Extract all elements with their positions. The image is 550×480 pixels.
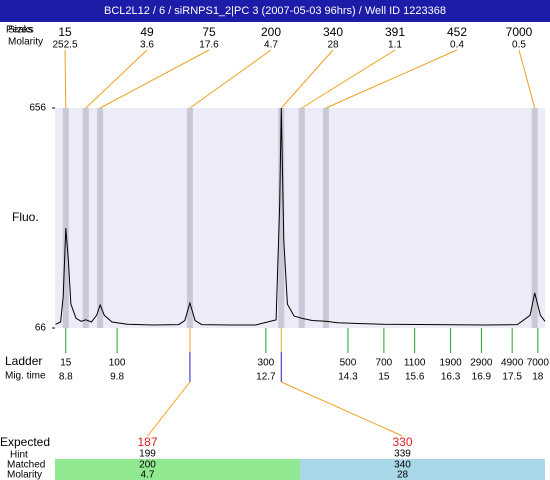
peak-molarity: 0.4 — [450, 40, 464, 51]
mig-time: 14.3 — [338, 372, 358, 383]
ladder-size: 2900 — [470, 358, 493, 369]
peak-size: 75 — [202, 25, 216, 39]
mig-time: 15.6 — [405, 372, 425, 383]
peak-connector — [518, 49, 536, 109]
peak-connector — [280, 49, 334, 109]
peak-connector — [325, 49, 458, 109]
row-label: Expected — [0, 435, 50, 449]
peak-band — [97, 108, 104, 328]
peak-size: 452 — [447, 25, 467, 39]
y-tick-label: 656 — [29, 103, 46, 114]
ladder-size: 15 — [60, 358, 72, 369]
peak-band — [531, 108, 538, 328]
peak-size: 49 — [140, 25, 154, 39]
mig-time: 16.3 — [441, 372, 461, 383]
peak-molarity: 1.1 — [388, 40, 402, 51]
expected-size: 187 — [137, 435, 157, 449]
expected-size: 330 — [392, 435, 412, 449]
peak-molarity: 4.7 — [264, 40, 278, 51]
peak-size: 340 — [323, 25, 343, 39]
y-tick-label: 66 — [35, 323, 47, 334]
peak-connector — [64, 49, 67, 109]
mig-time: 15 — [378, 372, 390, 383]
peak-molarity: 3.6 — [140, 40, 154, 51]
row-label: Mig. time — [5, 371, 46, 382]
axis-label: Fluo. — [12, 210, 39, 224]
peak-band — [278, 108, 285, 328]
hint-size: 339 — [394, 449, 411, 460]
peak-connector — [301, 49, 396, 109]
ladder-size: 4900 — [501, 358, 524, 369]
peak-size: 200 — [261, 25, 281, 39]
peak-connector — [85, 49, 148, 109]
matched-molarity: 28 — [397, 470, 409, 480]
mig-time: 8.8 — [59, 372, 73, 383]
matched-bar — [300, 459, 545, 480]
row-label: Molarity — [7, 470, 42, 480]
ladder-size: 300 — [258, 358, 275, 369]
peak-band — [82, 108, 89, 328]
expected-connector — [147, 381, 191, 437]
mig-time: 12.7 — [256, 372, 276, 383]
mig-time: 9.8 — [110, 372, 124, 383]
row-label: Molarity — [8, 37, 43, 48]
ladder-size: 700 — [376, 358, 393, 369]
title-bar — [0, 0, 550, 22]
peak-molarity: 17.6 — [199, 40, 219, 51]
row-label: Peaks — [6, 25, 34, 36]
mig-time: 16.9 — [472, 372, 492, 383]
peak-band — [62, 108, 69, 328]
ladder-size: 1900 — [439, 358, 462, 369]
matched-bar — [55, 459, 300, 480]
trace — [55, 107, 546, 326]
peak-band — [298, 108, 305, 328]
row-label: Sizes — [8, 25, 32, 36]
ladder-size: 500 — [340, 358, 357, 369]
peak-molarity: 0.5 — [512, 40, 526, 51]
peak-size: 7000 — [506, 25, 533, 39]
title: BCL2L12 / 6 / siRNPS1_2|PC 3 (2007-05-03… — [104, 5, 446, 17]
expected-connector — [281, 381, 403, 437]
row-label: Ladder — [5, 354, 42, 368]
row-label: Matched — [7, 460, 45, 471]
peak-connector — [189, 49, 272, 109]
peak-band — [186, 108, 193, 328]
peak-band — [322, 108, 329, 328]
peak-connector — [99, 49, 210, 109]
ladder-size: 100 — [109, 358, 126, 369]
matched-size: 340 — [394, 460, 411, 471]
mig-time: 18 — [532, 372, 544, 383]
peak-molarity: 252.5 — [52, 40, 77, 51]
peak-size: 391 — [385, 25, 405, 39]
hint-size: 199 — [139, 449, 156, 460]
ladder-size: 7000 — [527, 358, 550, 369]
matched-molarity: 4.7 — [141, 470, 155, 480]
mig-time: 17.5 — [502, 372, 522, 383]
peak-molarity: 28 — [327, 40, 339, 51]
ladder-size: 1100 — [404, 358, 426, 369]
peak-size: 15 — [58, 25, 72, 39]
row-label: Hint — [10, 450, 28, 461]
matched-size: 200 — [139, 460, 156, 471]
